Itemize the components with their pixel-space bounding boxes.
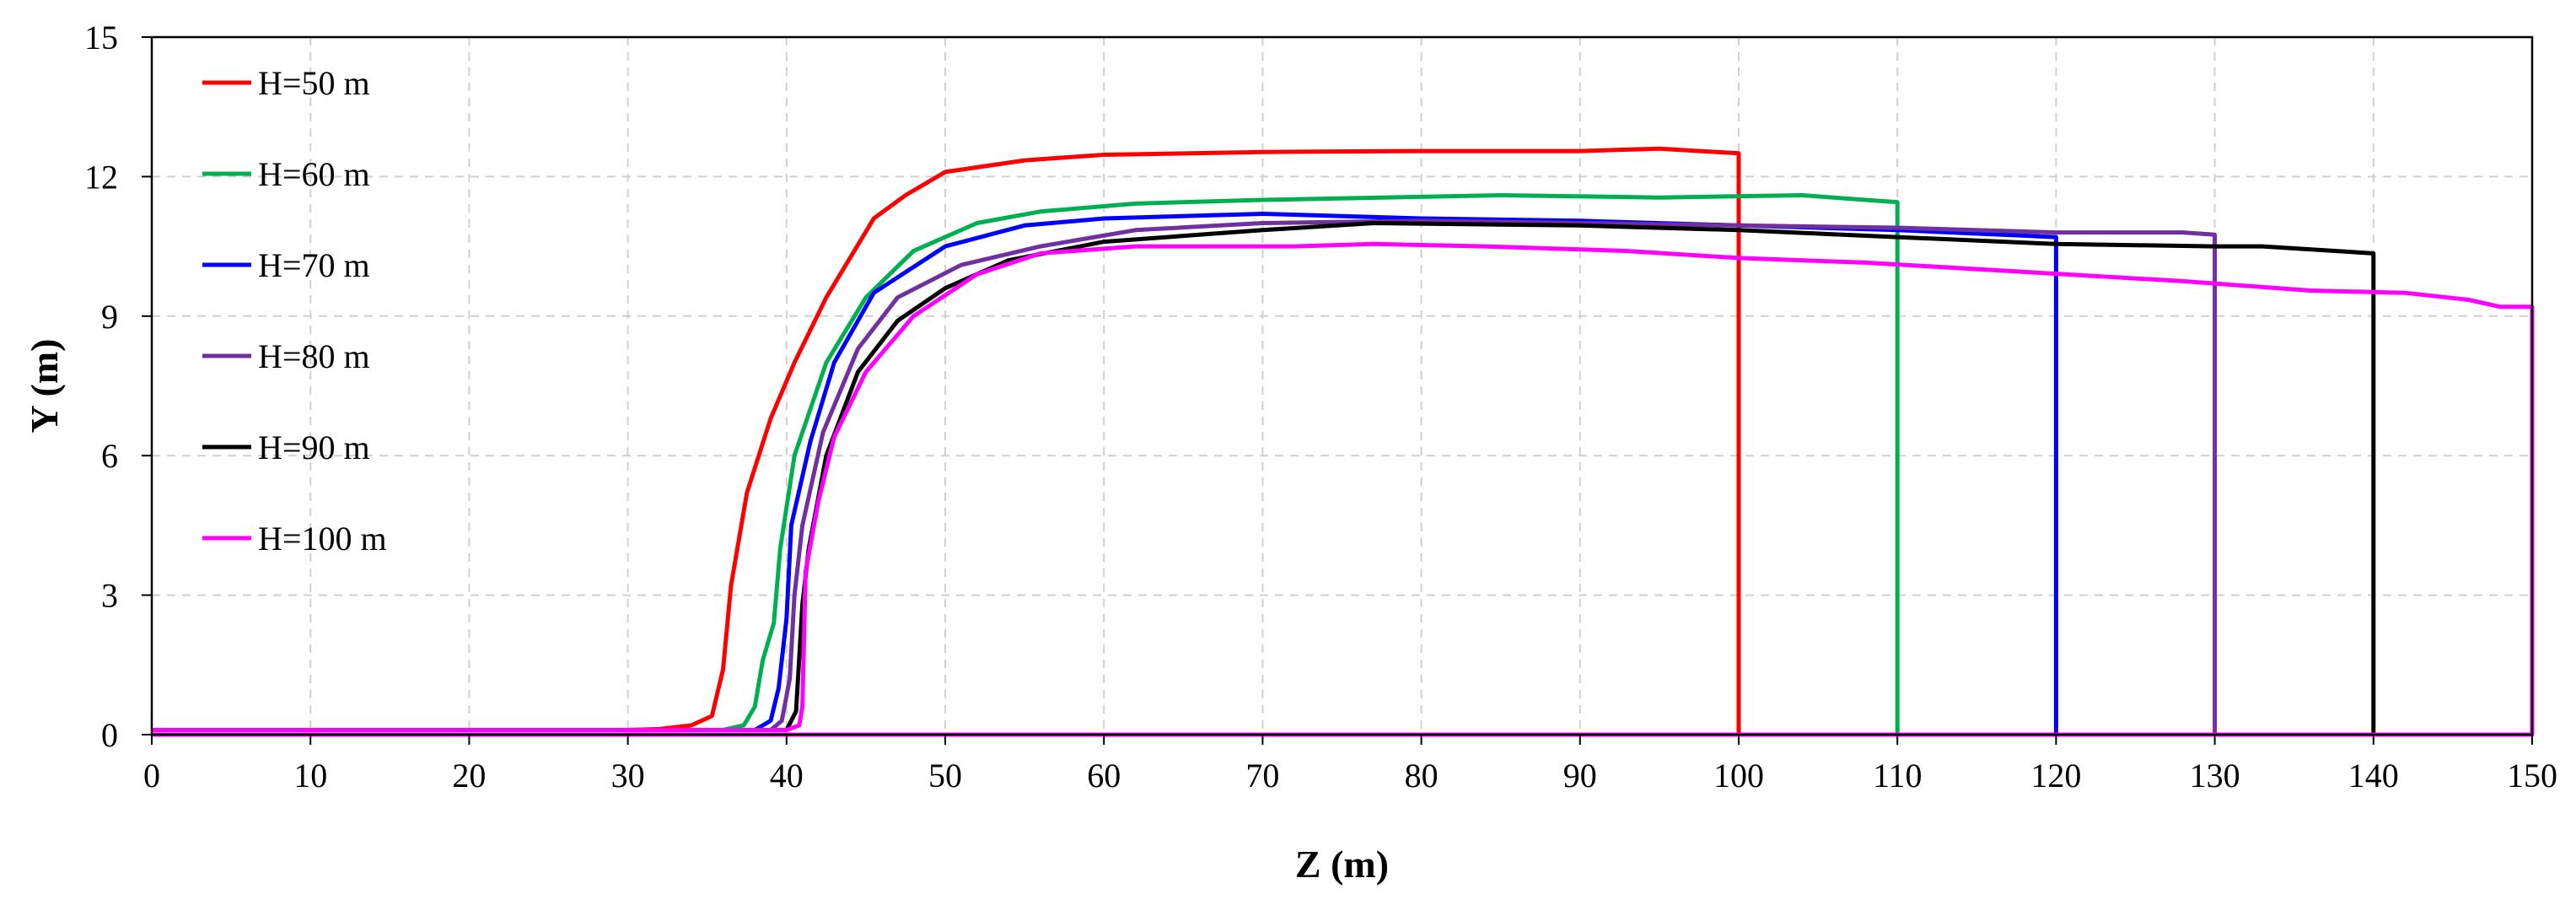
y-axis-tick-labels: 0 3 6 9 12 15 bbox=[84, 19, 118, 754]
x-tick-label: 130 bbox=[2190, 757, 2240, 795]
data-series bbox=[152, 146, 2535, 737]
x-tick-label: 140 bbox=[2348, 757, 2399, 795]
legend-label: H=80 m bbox=[258, 337, 370, 375]
x-tick-label: 120 bbox=[2030, 757, 2081, 795]
x-tick-label: 30 bbox=[611, 757, 645, 795]
legend-item-1: H=50 m bbox=[202, 64, 370, 102]
series-line-3 bbox=[152, 212, 2058, 737]
x-tick-label: 60 bbox=[1087, 757, 1121, 795]
y-tick-label: 3 bbox=[101, 577, 118, 615]
legend-label: H=50 m bbox=[258, 64, 370, 102]
legend-item-6: H=100 m bbox=[202, 520, 387, 558]
x-tick-label: 40 bbox=[770, 757, 804, 795]
legend-item-5: H=90 m bbox=[202, 428, 370, 466]
x-tick-label: 90 bbox=[1563, 757, 1597, 795]
axis-ticks bbox=[142, 36, 2533, 745]
x-axis-title: Z (m) bbox=[1295, 843, 1389, 886]
series-line-4 bbox=[152, 218, 2218, 737]
x-tick-label: 10 bbox=[293, 757, 327, 795]
y-tick-label: 12 bbox=[84, 158, 118, 196]
x-tick-label: 150 bbox=[2507, 757, 2557, 795]
x-tick-label: 70 bbox=[1245, 757, 1279, 795]
plot-area-frame bbox=[150, 35, 2534, 736]
legend-item-2: H=60 m bbox=[202, 155, 370, 193]
y-tick-label: 6 bbox=[101, 437, 118, 475]
x-tick-label: 110 bbox=[1873, 757, 1923, 795]
gridlines bbox=[152, 37, 2532, 735]
x-tick-label: 20 bbox=[452, 757, 486, 795]
legend: H=50 m H=60 m H=70 m H=80 m H=90 m H=100 m bbox=[202, 64, 387, 558]
series-line-2 bbox=[152, 193, 1900, 737]
legend-label: H=70 m bbox=[258, 246, 370, 284]
legend-label: H=100 m bbox=[258, 520, 387, 558]
legend-item-3: H=70 m bbox=[202, 246, 370, 284]
series-line-1 bbox=[152, 146, 1741, 737]
x-tick-label: 0 bbox=[143, 757, 160, 795]
series-line-6 bbox=[152, 241, 2535, 737]
y-axis-title: Y (m) bbox=[23, 339, 66, 434]
x-axis-tick-labels: 0 10 20 30 40 50 60 70 80 90 100 110 120 130 140 150 bbox=[143, 757, 2557, 795]
x-tick-label: 100 bbox=[1713, 757, 1764, 795]
y-tick-label: 0 bbox=[101, 716, 118, 754]
legend-item-4: H=80 m bbox=[202, 337, 370, 375]
x-tick-label: 80 bbox=[1405, 757, 1439, 795]
legend-label: H=90 m bbox=[258, 428, 370, 466]
y-tick-label: 15 bbox=[84, 19, 118, 57]
legend-label: H=60 m bbox=[258, 155, 370, 193]
y-tick-label: 9 bbox=[101, 298, 118, 336]
x-tick-label: 50 bbox=[928, 757, 962, 795]
